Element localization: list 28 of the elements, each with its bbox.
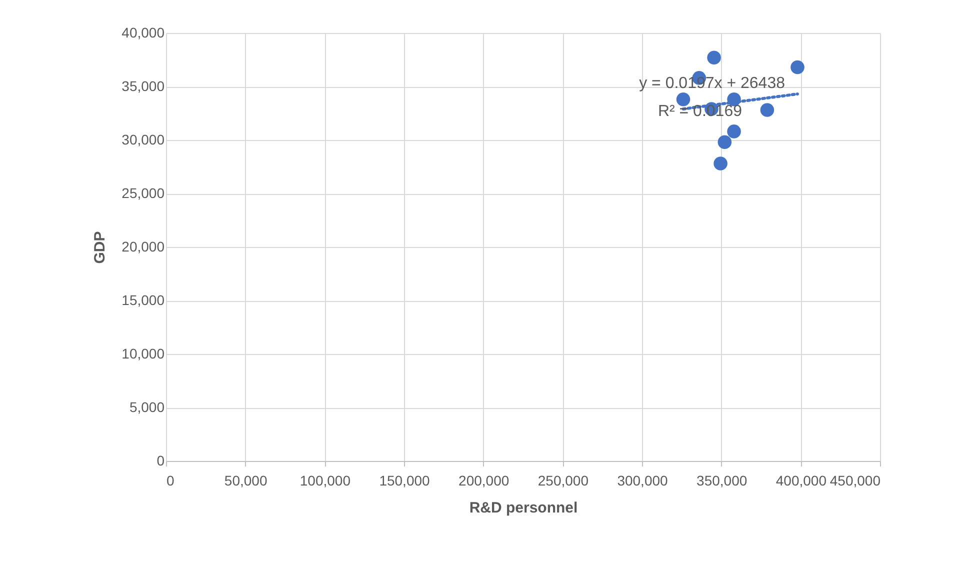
- y-tick-label: 25,000: [122, 185, 165, 201]
- x-tick-label: 100,000: [300, 472, 351, 488]
- x-tick-label: 300,000: [617, 472, 668, 488]
- y-axis-title: GDP: [92, 231, 109, 264]
- x-tick-label: 150,000: [379, 472, 430, 488]
- point: [676, 92, 690, 106]
- point: [714, 156, 728, 170]
- y-tick-label: 0: [156, 452, 165, 468]
- x-tick-label: 250,000: [538, 472, 589, 488]
- point: [707, 50, 721, 64]
- y-tick-label: 35,000: [122, 78, 165, 94]
- point: [760, 103, 774, 117]
- point: [718, 135, 732, 150]
- x-tick-label: 50,000: [224, 472, 268, 488]
- point: [790, 60, 804, 74]
- y-tick-label: 10,000: [122, 346, 165, 362]
- y-tick-label: 15,000: [122, 292, 165, 308]
- x-tick-label: 400,000: [776, 472, 827, 488]
- x-tick-label: 450,000: [830, 472, 881, 488]
- x-tick-label: 350,000: [696, 472, 748, 488]
- y-tick-label: 40,000: [122, 24, 165, 40]
- point: [727, 124, 741, 138]
- annotation: y = 0.0197x + 26438: [639, 75, 786, 92]
- y-tick-label: 5,000: [129, 399, 165, 415]
- y-tick-label: 30,000: [122, 132, 165, 148]
- x-tick-label: 200,000: [458, 472, 510, 488]
- x-axis-title: R&D personnel: [469, 500, 578, 516]
- y-tick-label: 20,000: [122, 238, 165, 254]
